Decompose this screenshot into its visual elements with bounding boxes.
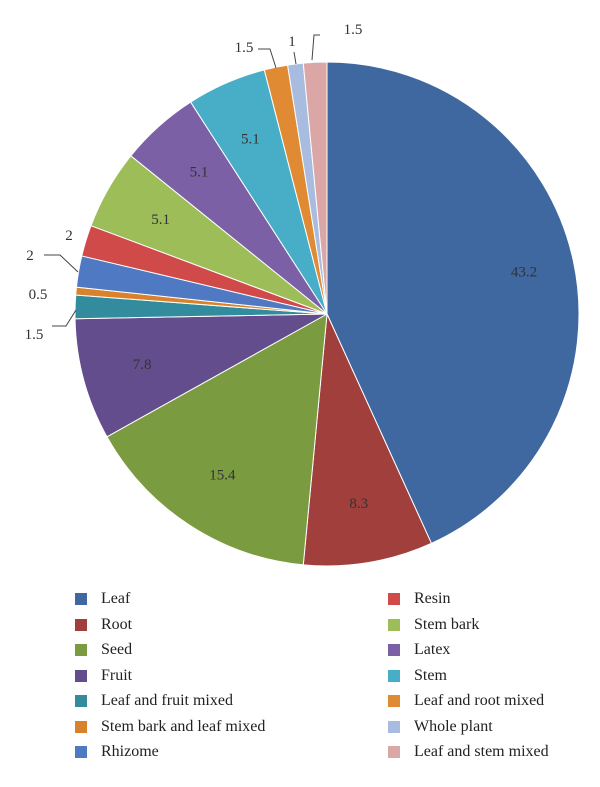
data-label-root: 8.3 <box>349 496 368 512</box>
legend-swatch-stem-bark-and-leaf-mixed <box>75 720 87 733</box>
legend-label-resin: Resin <box>414 590 451 607</box>
legend-label-whole-plant: Whole plant <box>414 717 493 735</box>
legend-label-fruit: Fruit <box>101 666 133 684</box>
legend-swatch-stem <box>388 669 400 682</box>
legend-item-root: Root <box>75 614 132 636</box>
legend-swatch-whole-plant <box>388 720 400 733</box>
legend-item-stem-bark-and-leaf-mixed: Stem bark and leaf mixed <box>75 716 265 738</box>
legend-swatch-resin <box>388 593 400 605</box>
pie-slice-fruit <box>74 313 328 438</box>
data-label-leaf-and-stem-mixed: 1.5 <box>344 22 363 38</box>
legend-label-leaf-and-fruit-mixed: Leaf and fruit mixed <box>101 692 233 709</box>
legend-item-whole-plant: Whole plant <box>388 716 493 738</box>
legend-swatch-fruit <box>75 669 87 682</box>
data-label-fruit: 7.8 <box>133 357 152 373</box>
data-label-rhizome: 2 <box>26 248 34 264</box>
legend-label-leaf-and-stem-mixed: Leaf and stem mixed <box>414 743 549 760</box>
data-label-leaf: 43.2 <box>511 264 537 280</box>
legend-item-leaf-and-root-mixed: Leaf and root mixed <box>388 690 544 712</box>
legend-item-rhizome: Rhizome <box>75 741 159 763</box>
legend-swatch-rhizome <box>75 746 87 758</box>
data-label-seed: 15.4 <box>209 467 236 483</box>
data-label-leaf-and-root-mixed: 1.5 <box>235 40 254 56</box>
legend-swatch-root <box>75 618 87 631</box>
legend-swatch-latex <box>388 644 400 656</box>
pie-slice-seed <box>106 313 328 566</box>
data-label-whole-plant: 1 <box>288 34 296 50</box>
legend-label-latex: Latex <box>414 641 451 658</box>
leader-line-whole-plant <box>293 51 297 65</box>
legend-label-root: Root <box>101 615 133 633</box>
leader-line-leaf-and-root-mixed <box>258 48 277 69</box>
legend-item-seed: Seed <box>75 639 132 661</box>
legend-item-leaf-and-fruit-mixed: Leaf and fruit mixed <box>75 690 233 712</box>
legend-item-stem: Stem <box>388 665 447 687</box>
leader-line-leaf-and-stem-mixed <box>311 34 320 61</box>
legend-item-resin: Resin <box>388 588 450 610</box>
legend-label-stem-bark: Stem bark <box>414 615 480 633</box>
legend-label-stem-bark-and-leaf-mixed: Stem bark and leaf mixed <box>101 717 266 735</box>
legend-item-latex: Latex <box>388 639 450 661</box>
data-label-stem-bark-and-leaf-mixed: 0.5 <box>29 287 48 303</box>
pie-chart-svg: 43.2 8.3 15.4 7.8 1.5 0.5 2 2 5.1 5.1 5.1 1.5 1 1.5 <box>25 22 580 567</box>
legend-label-seed: Seed <box>101 641 133 658</box>
leader-line-leaf-and-fruit-mixed <box>52 309 77 327</box>
legend-label-stem: Stem <box>414 666 447 684</box>
pie-slice-leaf-and-stem-mixed <box>302 61 328 315</box>
data-label-stem: 5.1 <box>241 132 260 148</box>
legend-swatch-leaf-and-root-mixed <box>388 695 400 707</box>
legend-swatch-leaf-and-stem-mixed <box>388 746 400 758</box>
legend-label-leaf-and-root-mixed: Leaf and root mixed <box>414 692 545 709</box>
pie-slice-leaf <box>326 61 580 545</box>
data-label-leaf-and-fruit-mixed: 1.5 <box>25 327 44 343</box>
pie-slice-root <box>302 312 433 567</box>
legend-label-rhizome: Rhizome <box>101 743 159 760</box>
legend-item-leaf-and-stem-mixed: Leaf and stem mixed <box>388 741 549 763</box>
legend-swatch-seed <box>75 644 87 656</box>
data-label-resin: 2 <box>65 228 73 244</box>
legend-item-stem-bark: Stem bark <box>388 614 479 636</box>
legend-swatch-leaf <box>75 593 87 605</box>
legend-label-leaf: Leaf <box>101 590 131 607</box>
leader-line-rhizome <box>44 254 79 273</box>
legend-swatch-leaf-and-fruit-mixed <box>75 695 87 707</box>
data-label-stem-bark: 5.1 <box>151 212 170 228</box>
legend-swatch-stem-bark <box>388 618 400 631</box>
legend-item-leaf: Leaf <box>75 588 130 610</box>
data-label-latex: 5.1 <box>190 165 209 181</box>
legend: Leaf Root Seed Fruit Leaf and fruit mixed Ste… <box>0 588 600 778</box>
legend-item-fruit: Fruit <box>75 665 132 687</box>
